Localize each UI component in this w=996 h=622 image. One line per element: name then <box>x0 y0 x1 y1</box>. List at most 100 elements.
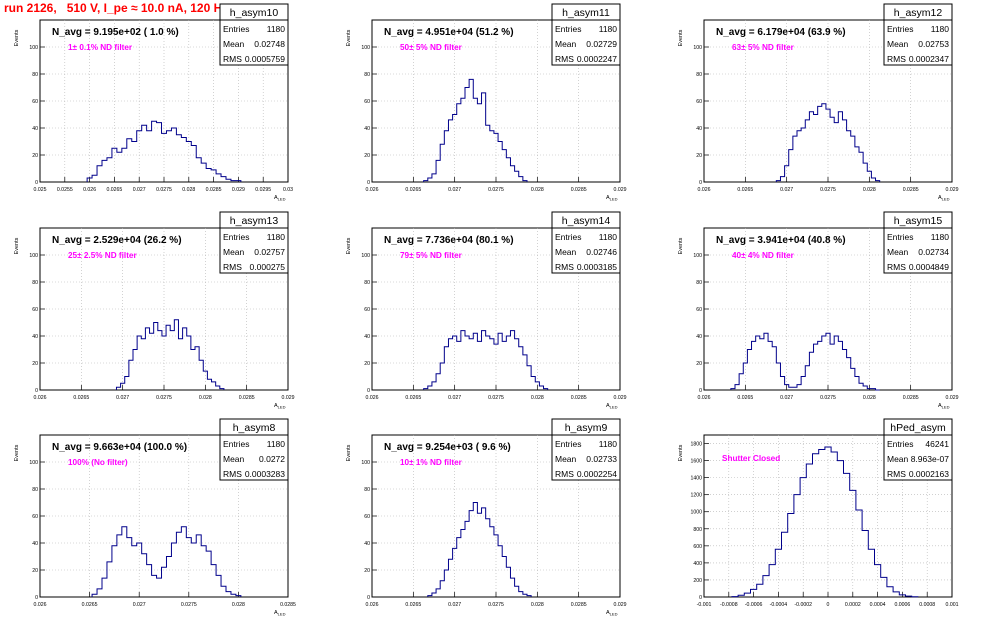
x-tick-label: 0.028 <box>863 187 876 193</box>
histogram-bin <box>226 592 231 597</box>
x-tick-label: 0.026 <box>698 395 711 401</box>
histogram-bin <box>457 538 461 597</box>
histogram-line <box>423 78 528 182</box>
histogram-bin <box>440 144 444 182</box>
x-axis-label-subscript: LED <box>278 405 286 410</box>
histogram-bin <box>117 535 122 597</box>
stats-label: RMS <box>887 262 906 272</box>
filter-annotation: 40± 4% ND filter <box>732 251 795 260</box>
stats-label: Entries <box>887 24 913 34</box>
histogram-bin <box>806 464 812 597</box>
panel-title: N_avg = 3.941e+04 (40.8 %) <box>716 235 846 246</box>
x-tick-label: -0.0002 <box>794 602 812 608</box>
histogram-bin <box>231 181 236 182</box>
stats-value: 0.0004849 <box>909 262 949 272</box>
x-tick-label: 0.0295 <box>255 187 271 193</box>
histogram-bin <box>212 382 216 390</box>
histogram-line <box>775 103 881 182</box>
histogram-bin <box>211 565 216 597</box>
histogram-bin <box>191 350 195 391</box>
filter-annotation: Shutter Closed <box>722 454 780 463</box>
histogram-panel-h_asym14: 0.026 0.0265 0.027 0.0275 0.028 0.0285 0.029 0 2… <box>346 211 627 410</box>
histogram-bin <box>498 142 502 183</box>
histogram-bin <box>519 592 523 597</box>
histogram-bin <box>220 389 224 390</box>
histogram-bin <box>764 333 768 390</box>
histogram-bin <box>490 527 494 597</box>
histogram-bin <box>158 331 162 390</box>
x-axis-label-subscript: LED <box>942 197 950 202</box>
y-tick-label: 80 <box>696 280 702 286</box>
x-tick-label: 0.026 <box>366 187 379 193</box>
histogram-bin <box>502 150 506 182</box>
histogram-bin <box>97 166 102 182</box>
histogram-bin <box>211 170 216 182</box>
histogram-bin <box>731 389 735 390</box>
histogram-bin <box>862 530 868 597</box>
histogram-bin <box>775 549 781 597</box>
stats-value: 0.0002163 <box>909 469 949 479</box>
histogram-panel-h_asym8: 0.026 0.0265 0.027 0.0275 0.028 0.0285 0 20 40 60… <box>14 418 296 617</box>
x-tick-label: 0.0285 <box>239 395 255 401</box>
histogram-bin <box>813 454 819 597</box>
stats-box <box>883 434 953 481</box>
x-tick-label: 0.0285 <box>903 395 919 401</box>
histogram-bin <box>825 447 831 597</box>
histogram-bin <box>428 596 432 597</box>
y-tick-label: 200 <box>693 578 702 584</box>
x-tick-label: 0.0275 <box>156 187 172 193</box>
stats-value: 0.0002247 <box>577 54 617 64</box>
x-tick-label: 0.028 <box>531 187 544 193</box>
histogram-bin <box>141 339 145 390</box>
histogram-line <box>730 332 880 391</box>
histogram-name: h_asym10 <box>230 7 279 19</box>
histogram-bin <box>186 142 191 183</box>
histogram-bin <box>863 386 867 390</box>
histogram-bin <box>859 152 863 182</box>
filter-annotation: 100% (No filter) <box>68 458 128 467</box>
x-tick-label: 0.028 <box>199 395 212 401</box>
x-tick-label: 0.0265 <box>106 187 122 193</box>
histogram-bin <box>506 567 510 597</box>
x-tick-label: 0.028 <box>531 395 544 401</box>
y-tick-label: 20 <box>364 568 370 574</box>
histogram-bin <box>893 592 899 597</box>
histogram-bin <box>440 581 444 597</box>
y-tick-label: 80 <box>32 280 38 286</box>
histogram-bin <box>171 543 176 597</box>
x-tick-label: 0.029 <box>614 187 627 193</box>
histogram-bin <box>789 387 793 390</box>
y-tick-label: 80 <box>364 280 370 286</box>
histogram-bin <box>166 325 170 390</box>
x-axis-label: ALED <box>274 195 286 202</box>
x-tick-label: 0.026 <box>34 602 47 608</box>
histogram-bin <box>856 510 862 597</box>
histogram-bin <box>191 146 196 182</box>
filter-annotation: 10± 1% ND filter <box>400 458 463 467</box>
histogram-bin <box>157 578 162 597</box>
histogram-bin <box>469 511 473 597</box>
x-axis-label: ALED <box>606 610 618 617</box>
stats-box <box>219 227 289 274</box>
histogram-panel-h_asym15: 0.026 0.0265 0.027 0.0275 0.028 0.0285 0.029 0 2… <box>678 211 959 410</box>
histogram-bin <box>809 112 813 182</box>
histogram-panel-hPed_asym: -0.001 -0.0008 -0.0006 -0.0004 -0.0002 0 0.000… <box>678 418 959 608</box>
histogram-bin <box>187 336 191 390</box>
x-axis-label-subscript: LED <box>278 197 286 202</box>
histogram-bin <box>494 133 498 182</box>
x-tick-label: 0.027 <box>116 395 129 401</box>
histogram-bin <box>162 133 167 182</box>
histogram-bin <box>772 347 776 390</box>
histogram-bin <box>887 587 893 597</box>
histogram-bin <box>482 508 486 597</box>
histogram-bin <box>876 181 880 182</box>
histogram-bin <box>137 336 141 390</box>
x-tick-label: 0.0275 <box>488 395 504 401</box>
x-tick-label: -0.001 <box>697 602 712 608</box>
histogram-bin <box>819 449 825 597</box>
histogram-bin <box>424 181 428 182</box>
histogram-bin <box>473 333 477 390</box>
y-tick-label: 1600 <box>690 459 702 465</box>
histogram-bin <box>506 158 510 182</box>
